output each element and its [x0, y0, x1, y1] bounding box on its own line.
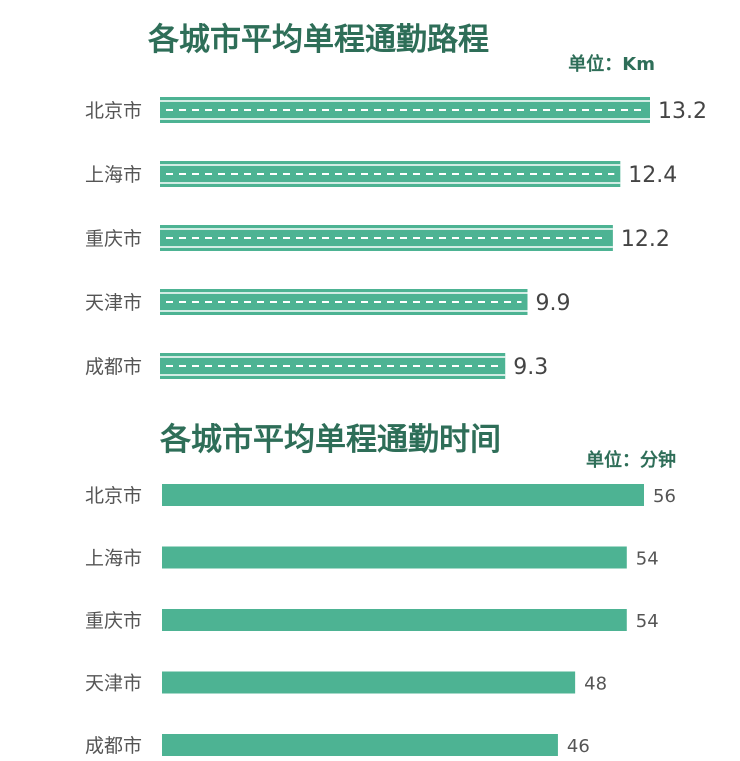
time-value-label-tianjin: 48 [584, 674, 607, 695]
time-chart-title: 各城市平均单程通勤时间 [159, 422, 501, 458]
time-value-label-chengdu: 46 [567, 736, 590, 757]
distance-bars: 北京市 13.2 上海市 12.4 重庆市 12.2 天津市 9.9 成都市 9.3 [85, 97, 707, 380]
time-unit-label: 单位：分钟 [586, 449, 676, 471]
distance-value-label-shanghai: 12.4 [628, 163, 677, 188]
time-bar-chongqing [162, 609, 627, 631]
distance-value-label-beijing: 13.2 [658, 99, 707, 124]
distance-category-label-shanghai: 上海市 [85, 164, 142, 186]
distance-value-label-tianjin: 9.9 [536, 291, 571, 316]
time-category-label-beijing: 北京市 [85, 485, 142, 507]
time-category-label-tianjin: 天津市 [85, 673, 142, 695]
time-bar-beijing [162, 484, 644, 506]
time-category-label-chongqing: 重庆市 [85, 610, 142, 632]
time-value-label-beijing: 56 [653, 486, 676, 507]
time-bar-tianjin [162, 671, 576, 694]
time-value-label-shanghai: 54 [636, 549, 659, 570]
distance-unit-label: 单位：Km [568, 53, 655, 75]
time-chart: 各城市平均单程通勤时间 单位：分钟 北京市 56 上海市 54 重庆市 54 天津市 48 成都… [85, 422, 676, 757]
distance-category-label-chongqing: 重庆市 [85, 228, 142, 250]
time-bars: 北京市 56 上海市 54 重庆市 54 天津市 48 成都市 46 [85, 484, 676, 757]
time-bar-chengdu [162, 734, 558, 756]
time-category-label-shanghai: 上海市 [85, 548, 142, 570]
distance-category-label-tianjin: 天津市 [85, 292, 142, 314]
distance-category-label-beijing: 北京市 [85, 100, 142, 122]
time-bar-shanghai [162, 546, 627, 569]
distance-chart-title: 各城市平均单程通勤路程 [147, 22, 489, 58]
time-category-label-chengdu: 成都市 [85, 735, 142, 757]
distance-value-label-chengdu: 9.3 [513, 355, 548, 380]
distance-chart: 各城市平均单程通勤路程 单位：Km 北京市 13.2 上海市 12.4 重庆市 12.2 天… [85, 22, 707, 380]
time-value-label-chongqing: 54 [636, 611, 659, 632]
distance-category-label-chengdu: 成都市 [85, 356, 142, 378]
distance-value-label-chongqing: 12.2 [621, 227, 670, 252]
